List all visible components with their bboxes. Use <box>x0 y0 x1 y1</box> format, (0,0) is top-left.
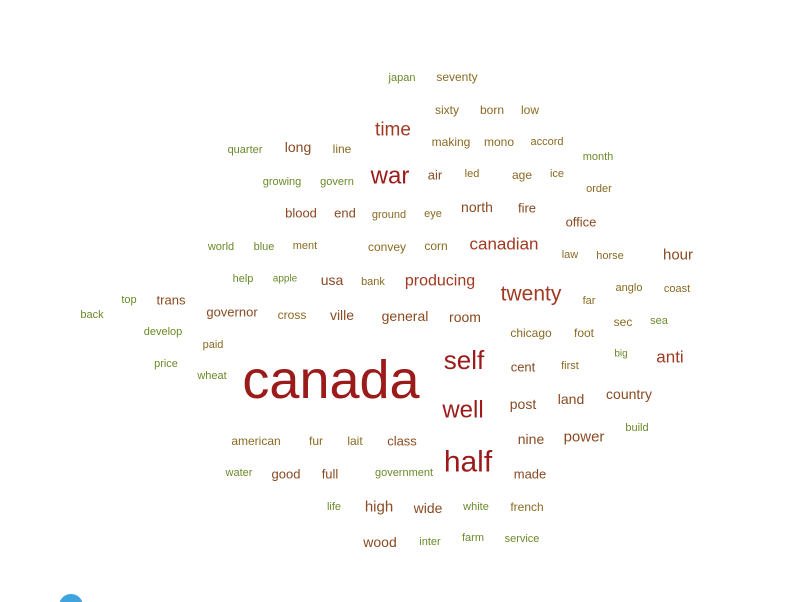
word-twenty: twenty <box>501 283 562 306</box>
word-general: general <box>382 308 429 324</box>
word-ville: ville <box>330 307 354 323</box>
word-line: line <box>333 142 352 156</box>
word-farm: farm <box>462 532 484 544</box>
word-power: power <box>564 429 605 446</box>
word-led: led <box>465 168 480 180</box>
word-sea: sea <box>650 315 669 327</box>
word-war: war <box>370 163 410 190</box>
word-blue: blue <box>254 241 275 253</box>
word-cent: cent <box>511 360 536 375</box>
word-high: high <box>365 499 393 516</box>
word-cross: cross <box>278 308 307 322</box>
word-office: office <box>566 215 597 230</box>
word-price: price <box>154 358 178 370</box>
word-apple: apple <box>273 274 298 285</box>
word-nine: nine <box>518 431 545 447</box>
word-accord: accord <box>530 136 563 148</box>
word-long: long <box>285 139 311 155</box>
word-self: self <box>444 345 485 375</box>
word-foot: foot <box>574 326 595 340</box>
word-top: top <box>121 294 136 306</box>
word-help: help <box>233 273 254 285</box>
word-anglo: anglo <box>616 282 643 294</box>
word-seventy: seventy <box>436 70 477 84</box>
word-country: country <box>606 386 652 402</box>
word-wheat: wheat <box>196 370 226 382</box>
word-mono: mono <box>484 135 514 149</box>
word-japan: japan <box>388 72 416 84</box>
word-room: room <box>449 309 481 325</box>
word-canada: canada <box>242 350 420 410</box>
word-water: water <box>225 467 253 479</box>
word-american: american <box>231 434 280 448</box>
word-build: build <box>625 422 648 434</box>
word-hour: hour <box>663 247 693 264</box>
word-law: law <box>562 249 579 261</box>
word-bank: bank <box>361 276 385 288</box>
word-canadian: canadian <box>469 235 538 254</box>
word-land: land <box>558 391 584 407</box>
word-sec: sec <box>614 315 633 329</box>
word-government: government <box>375 467 433 479</box>
word-inter: inter <box>419 536 441 548</box>
word-usa: usa <box>321 272 344 288</box>
word-coast: coast <box>664 283 690 295</box>
word-month: month <box>583 151 614 163</box>
word-order: order <box>586 183 612 195</box>
word-trans: trans <box>157 293 186 308</box>
word-producing: producing <box>405 273 475 290</box>
word-french: french <box>510 500 543 514</box>
word-first: first <box>561 360 579 372</box>
word-back: back <box>80 309 104 321</box>
word-end: end <box>334 206 356 221</box>
word-wood: wood <box>362 534 396 550</box>
word-big: big <box>614 349 627 360</box>
word-horse: horse <box>596 250 624 262</box>
word-air: air <box>428 168 443 183</box>
word-service: service <box>505 533 540 545</box>
word-ment: ment <box>293 240 317 252</box>
word-good: good <box>272 467 301 482</box>
word-ice: ice <box>550 168 564 180</box>
word-ground: ground <box>372 209 406 221</box>
word-sixty: sixty <box>435 103 459 117</box>
word-fire: fire <box>518 201 536 216</box>
word-life: life <box>327 501 341 513</box>
word-govern: govern <box>320 176 354 188</box>
word-governor: governor <box>206 305 258 320</box>
word-class: class <box>387 434 417 449</box>
word-anti: anti <box>656 348 683 367</box>
word-quarter: quarter <box>228 144 263 156</box>
word-develop: develop <box>144 326 183 338</box>
word-full: full <box>322 467 339 482</box>
word-north: north <box>461 199 493 215</box>
word-white: white <box>462 501 489 513</box>
word-blood: blood <box>285 206 317 221</box>
partial-badge-circle <box>59 594 83 602</box>
word-convey: convey <box>368 240 406 254</box>
word-fur: fur <box>309 434 323 448</box>
word-born: born <box>480 103 504 117</box>
word-made: made <box>514 467 547 482</box>
word-wide: wide <box>413 500 443 516</box>
word-making: making <box>432 135 471 149</box>
word-lait: lait <box>347 434 363 448</box>
word-eye: eye <box>424 208 442 220</box>
word-half: half <box>444 446 493 479</box>
word-low: low <box>521 103 539 117</box>
word-time: time <box>375 120 411 141</box>
word-growing: growing <box>263 176 302 188</box>
word-far: far <box>583 295 596 307</box>
word-post: post <box>510 396 537 412</box>
word-well: well <box>441 397 483 424</box>
word-corn: corn <box>424 239 447 253</box>
word-age: age <box>512 168 532 182</box>
word-chicago: chicago <box>510 326 552 340</box>
word-paid: paid <box>203 339 224 351</box>
word-world: world <box>207 241 234 253</box>
